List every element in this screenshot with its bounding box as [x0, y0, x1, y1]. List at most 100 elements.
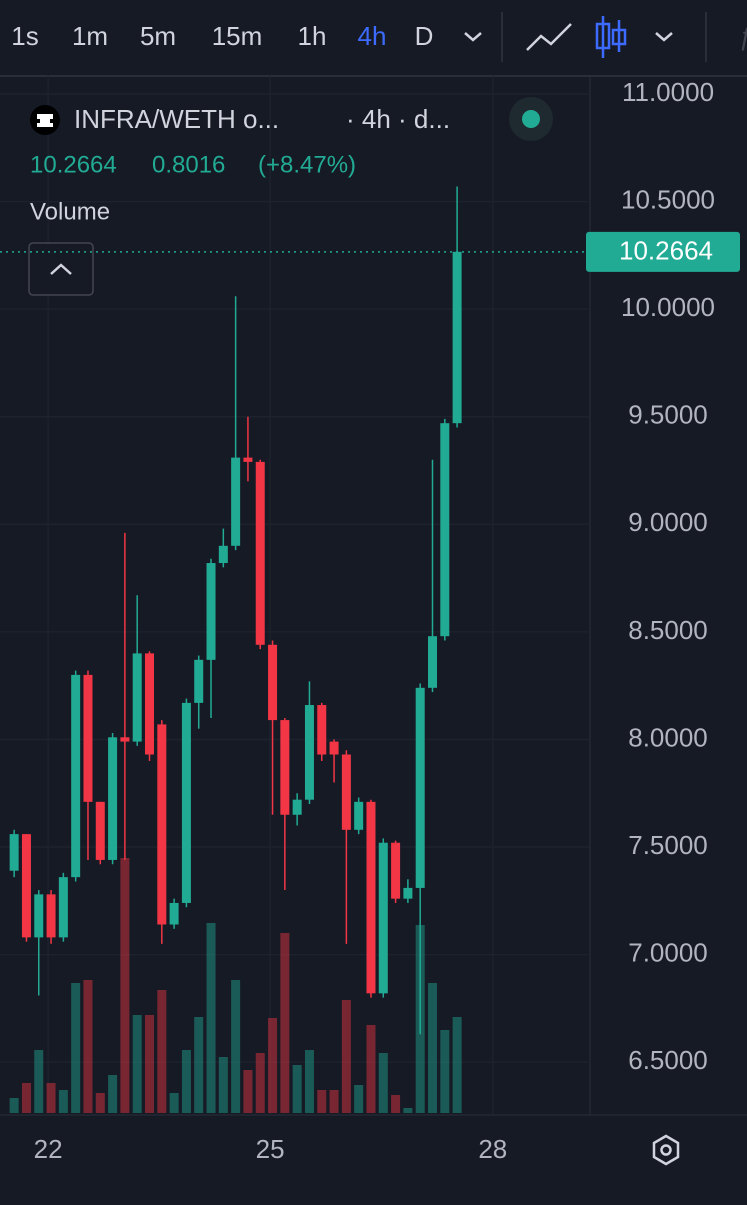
volume-bar [169, 1093, 179, 1113]
price-label: 10.2664 [619, 236, 713, 266]
volume-bar [341, 1000, 351, 1113]
volume-bar [132, 1015, 142, 1113]
volume-bar [58, 1090, 68, 1113]
symbol-meta: · 4h · d... [346, 104, 450, 134]
volume-bar [292, 1065, 302, 1113]
volume-bar [317, 1090, 327, 1113]
interval-button[interactable]: 1m [72, 21, 108, 51]
volume-bar [243, 1070, 253, 1113]
candle-body [428, 636, 438, 688]
interval-dropdown[interactable] [464, 32, 482, 42]
interval-button[interactable]: 15m [212, 21, 263, 51]
last-price: 10.2664 [30, 151, 117, 178]
candle-body [71, 674, 81, 878]
status-dot [522, 110, 540, 128]
volume-bar [83, 980, 93, 1113]
volume-bar [181, 1050, 191, 1113]
y-tick-label: 9.0000 [628, 507, 708, 537]
volume-bar [280, 933, 290, 1113]
volume-bar [268, 1018, 278, 1113]
candle-body [83, 674, 93, 802]
volume-bar [120, 858, 130, 1113]
candle-body [58, 877, 68, 938]
volume-bar [71, 983, 81, 1113]
symbol-name: INFRA/WETH o... [74, 104, 279, 134]
volume-bar [218, 1057, 228, 1113]
x-tick-label: 28 [478, 1134, 507, 1164]
candle-body [292, 799, 302, 815]
symbol-glyph [37, 114, 53, 127]
candle-body [145, 653, 155, 755]
chart-type-dropdown[interactable] [655, 32, 673, 42]
candle-body [194, 659, 204, 703]
indicator-icon[interactable]: ƒ [738, 21, 747, 51]
candle-body [452, 251, 462, 424]
y-tick-label: 11.0000 [622, 77, 714, 107]
candle-body [132, 653, 142, 742]
volume-bar [440, 1030, 450, 1113]
candle-body [218, 545, 228, 564]
candle-body [34, 894, 44, 938]
change-pct: (+8.47%) [258, 151, 356, 178]
interval-button[interactable]: 1s [11, 21, 38, 51]
candle-body [9, 834, 19, 871]
candle-body [21, 834, 31, 938]
collapse-icon [50, 263, 72, 275]
candle-body [415, 687, 425, 888]
volume-bar [304, 1050, 314, 1113]
candle-body [304, 705, 314, 800]
candle-body [181, 702, 191, 903]
volume-bar [145, 1015, 155, 1113]
volume-bar [255, 1053, 265, 1113]
settings-button[interactable] [652, 1134, 680, 1166]
candle-body [157, 724, 167, 925]
candle-body [403, 887, 413, 899]
candle-chart-button[interactable] [595, 16, 627, 58]
volume-bar [34, 1050, 44, 1113]
x-tick-label: 22 [34, 1134, 63, 1164]
candle-body [231, 457, 241, 546]
change: 0.8016 [152, 151, 225, 178]
volume-bar [403, 1108, 413, 1113]
y-tick-label: 10.5000 [621, 184, 715, 214]
volume-bar [95, 1093, 105, 1113]
candle-body [329, 741, 339, 755]
candle-body [95, 801, 105, 860]
volume-bar [9, 1098, 19, 1113]
candle-body [268, 644, 278, 721]
candle-body [366, 801, 376, 994]
study-name: Volume [30, 198, 110, 225]
candle-body [391, 842, 401, 899]
volume-bar [366, 1025, 376, 1113]
price-label-box [586, 231, 740, 272]
plot [0, 76, 590, 1115]
volume-bar [391, 1095, 401, 1113]
y-tick-label: 7.5000 [628, 830, 708, 860]
candle-body [46, 894, 56, 938]
volume-bar [194, 1017, 204, 1113]
y-tick-label: 6.5000 [628, 1045, 708, 1075]
interval-button[interactable]: 5m [140, 21, 176, 51]
y-tick-label: 8.5000 [628, 615, 708, 645]
candle-body [206, 563, 216, 660]
y-tick-label: 8.0000 [628, 722, 708, 752]
interval-button[interactable]: D [415, 21, 434, 51]
interval-button[interactable]: 1h [298, 21, 327, 51]
y-tick-label: 9.5000 [628, 400, 708, 430]
candle-body [317, 705, 327, 755]
candle-body [108, 737, 118, 860]
volume-bar [108, 1075, 118, 1113]
line-chart-button[interactable] [526, 23, 572, 51]
candle-body [354, 801, 364, 830]
candle-body [243, 457, 253, 462]
settings-icon-center [660, 1144, 672, 1156]
x-tick-label: 25 [256, 1134, 285, 1164]
volume-bar [354, 1085, 364, 1113]
collapse-button[interactable] [28, 242, 94, 296]
candle-body [378, 842, 388, 994]
volume-bar [329, 1090, 339, 1113]
candle-body [169, 902, 179, 925]
interval-button[interactable]: 4h [358, 21, 387, 51]
